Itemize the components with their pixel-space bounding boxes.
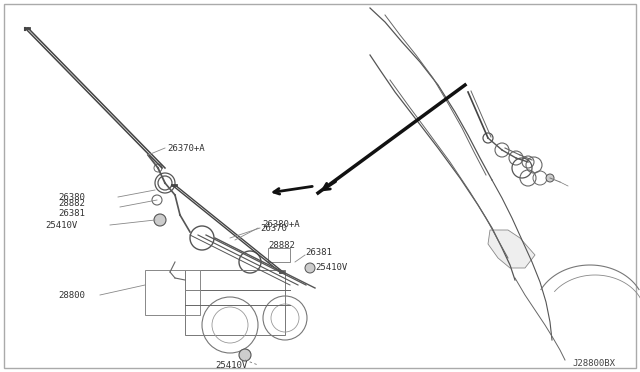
Circle shape xyxy=(154,214,166,226)
Circle shape xyxy=(239,349,251,361)
Text: 26370+A: 26370+A xyxy=(167,144,205,153)
Bar xyxy=(185,270,285,335)
Text: 26370: 26370 xyxy=(260,224,287,232)
Text: 25410V: 25410V xyxy=(215,360,247,369)
Text: 28882: 28882 xyxy=(58,199,85,208)
Text: 26380: 26380 xyxy=(58,192,85,202)
Circle shape xyxy=(305,263,315,273)
Bar xyxy=(145,270,200,315)
Text: 26381: 26381 xyxy=(58,208,85,218)
Text: 28882: 28882 xyxy=(268,241,295,250)
Text: 25410V: 25410V xyxy=(315,263,348,273)
Polygon shape xyxy=(488,230,535,268)
Bar xyxy=(268,248,290,262)
Text: 26380+A: 26380+A xyxy=(262,219,300,228)
Circle shape xyxy=(546,174,554,182)
Text: 25410V: 25410V xyxy=(45,221,77,230)
Text: 28800: 28800 xyxy=(58,291,85,299)
Text: 26381: 26381 xyxy=(305,247,332,257)
Text: J28800BX: J28800BX xyxy=(572,359,615,369)
